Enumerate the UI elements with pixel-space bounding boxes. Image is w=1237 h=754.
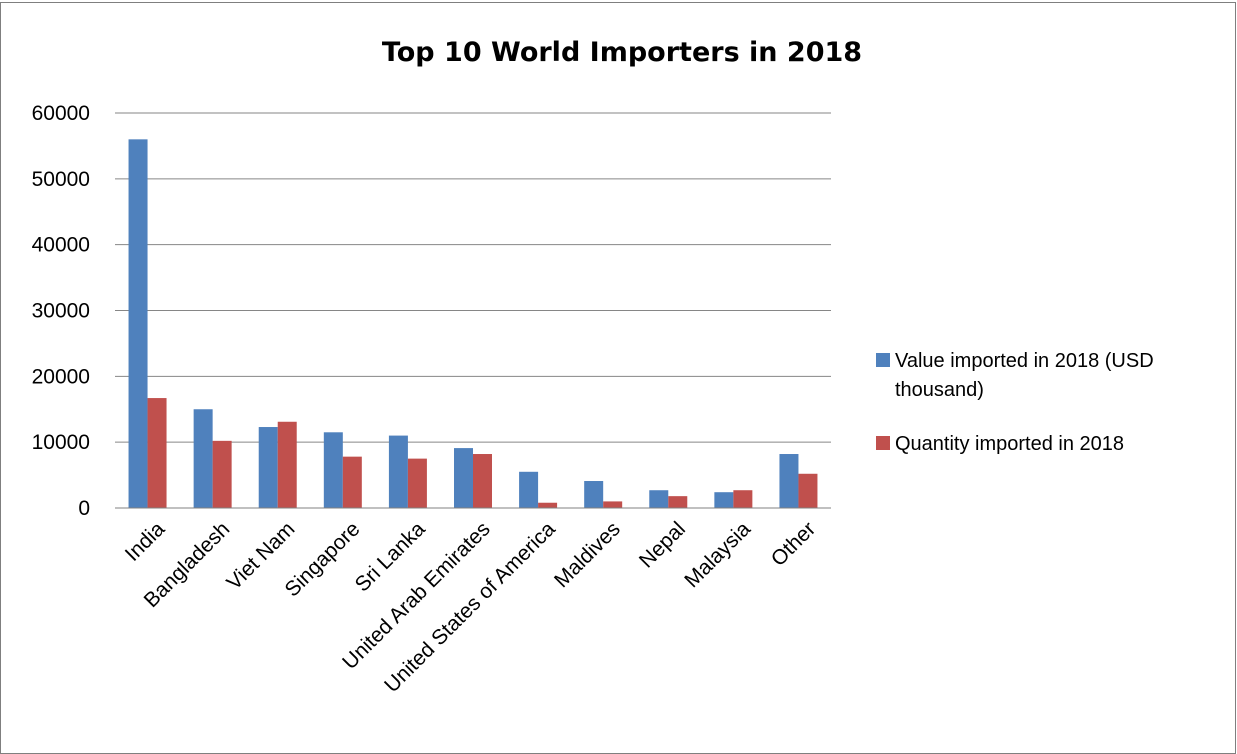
y-axis-ticks: 0 10000 20000 30000 40000 50000 60000 [32,102,90,520]
bar-value [454,448,473,508]
bar-value [388,435,408,508]
bar-quantity [277,421,297,508]
gridlines [115,112,831,443]
legend-label: thousand) [895,379,984,401]
bar-value [519,471,539,508]
bar-quantity [798,473,818,508]
bar-value [714,492,734,508]
bar-quantity [733,490,753,508]
legend-swatch [876,436,890,450]
y-tick-label: 30000 [32,300,90,323]
bar-quantity [603,501,623,508]
bar-quantity [212,440,232,508]
chart-title: Top 10 World Importers in 2018 [382,37,862,68]
bar-quantity [473,454,492,508]
bar-value [128,139,148,509]
y-tick-label: 10000 [32,431,90,454]
bar-value [779,454,799,508]
y-tick-label: 60000 [32,102,90,125]
bar-value [258,427,278,508]
bar-value [649,490,669,508]
y-tick-label: 50000 [32,168,90,191]
y-tick-label: 0 [78,497,90,520]
bar-value [584,481,604,508]
bar-value [323,432,343,508]
legend-label: Quantity imported in 2018 [895,433,1124,455]
bar-quantity [538,502,558,508]
y-tick-label: 20000 [32,365,90,388]
legend: Value imported in 2018 (USD thousand) Quan… [876,350,1154,455]
bar-quantity [342,456,362,508]
y-tick-label: 40000 [32,234,90,257]
legend-label: Value imported in 2018 (USD [895,350,1154,372]
bars [128,139,818,509]
bar-quantity [147,398,167,508]
bar-value [193,409,213,508]
bar-quantity [407,458,427,508]
legend-swatch [876,353,890,367]
bar-quantity [668,496,688,508]
